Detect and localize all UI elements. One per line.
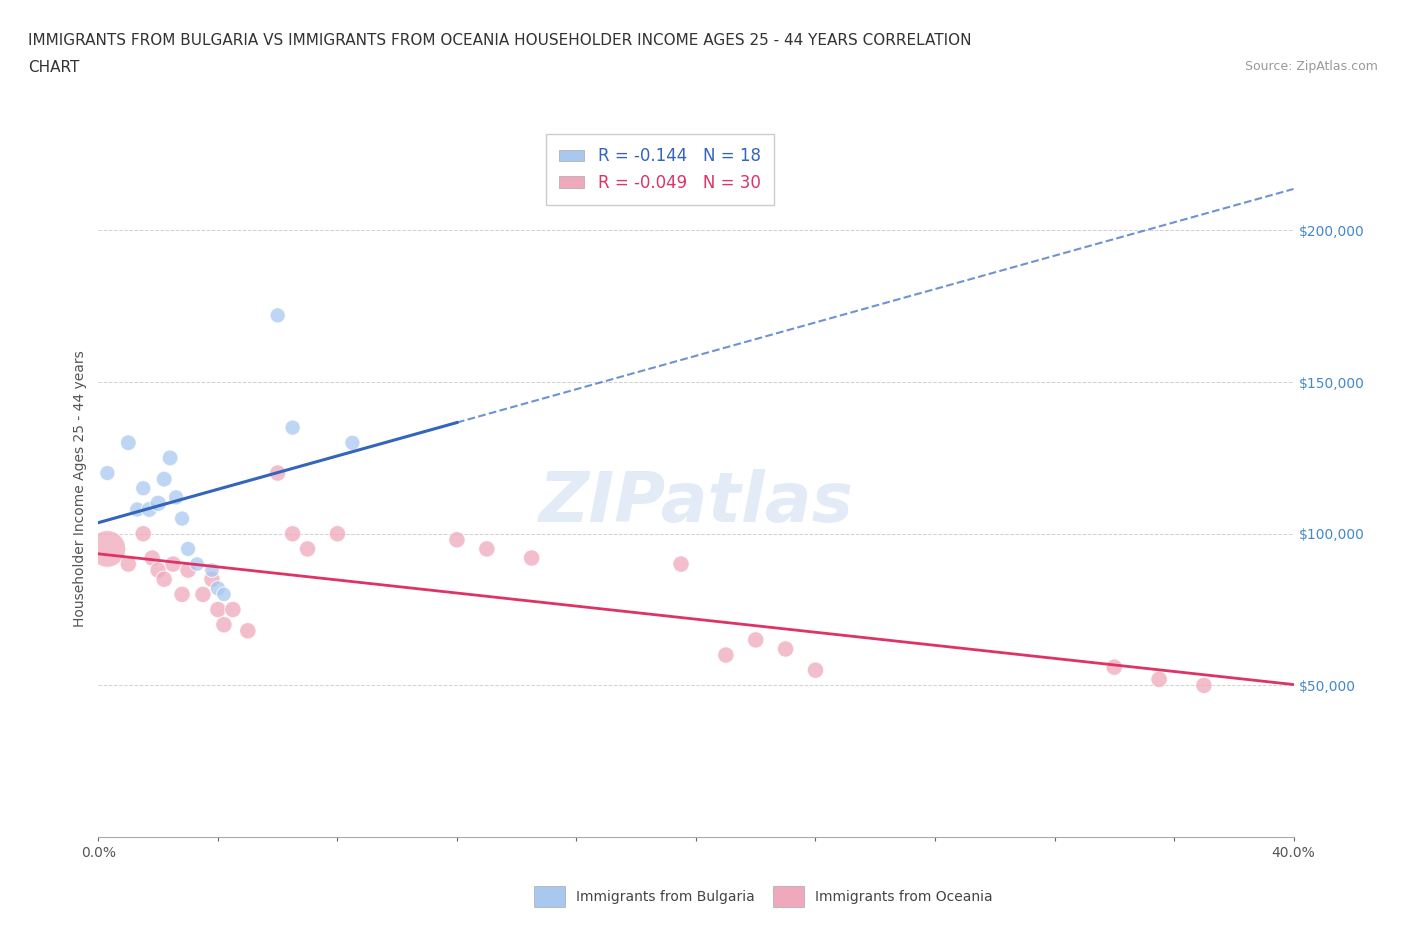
Point: [117, 435, 139, 450]
Text: Source: ZipAtlas.com: Source: ZipAtlas.com: [1244, 60, 1378, 73]
Point: [96, 466, 118, 481]
Point: [342, 435, 364, 450]
Point: [669, 557, 692, 572]
Point: [148, 563, 170, 578]
Point: [153, 472, 176, 486]
Text: CHART: CHART: [28, 60, 80, 75]
Point: [236, 623, 259, 638]
Point: [212, 618, 235, 632]
Point: [172, 512, 194, 526]
Point: [326, 526, 349, 541]
Point: [207, 602, 229, 617]
Y-axis label: Householder Income Ages 25 - 44 years: Householder Income Ages 25 - 44 years: [73, 350, 87, 627]
Point: [267, 308, 290, 323]
Point: [207, 581, 229, 596]
Point: [1104, 659, 1126, 674]
Point: [804, 663, 827, 678]
Point: [222, 602, 245, 617]
Point: [132, 526, 155, 541]
Point: [153, 572, 176, 587]
Text: ZIPatlas: ZIPatlas: [538, 469, 853, 536]
Point: [177, 563, 200, 578]
Point: [745, 632, 768, 647]
Point: [165, 490, 187, 505]
Point: [775, 642, 797, 657]
Point: [475, 541, 498, 556]
Point: [96, 541, 118, 556]
Point: [148, 496, 170, 511]
Point: [446, 532, 468, 547]
Point: [159, 450, 181, 465]
Point: [177, 541, 200, 556]
Text: Immigrants from Bulgaria: Immigrants from Bulgaria: [576, 889, 755, 904]
Point: [520, 551, 543, 565]
Point: [141, 551, 163, 565]
Text: IMMIGRANTS FROM BULGARIA VS IMMIGRANTS FROM OCEANIA HOUSEHOLDER INCOME AGES 25 -: IMMIGRANTS FROM BULGARIA VS IMMIGRANTS F…: [28, 33, 972, 47]
Point: [162, 557, 184, 572]
Point: [117, 557, 139, 572]
Point: [281, 420, 304, 435]
Point: [281, 526, 304, 541]
Point: [172, 587, 194, 602]
Point: [127, 502, 149, 517]
Point: [1147, 671, 1170, 686]
Legend: R = -0.144   N = 18, R = -0.049   N = 30: R = -0.144 N = 18, R = -0.049 N = 30: [546, 134, 775, 205]
Point: [212, 587, 235, 602]
Point: [186, 557, 208, 572]
Point: [201, 572, 224, 587]
Point: [132, 481, 155, 496]
Point: [267, 466, 290, 481]
Point: [191, 587, 214, 602]
Point: [714, 647, 737, 662]
Point: [138, 502, 160, 517]
Text: Immigrants from Oceania: Immigrants from Oceania: [815, 889, 993, 904]
Point: [201, 563, 224, 578]
Point: [297, 541, 319, 556]
Point: [1192, 678, 1215, 693]
